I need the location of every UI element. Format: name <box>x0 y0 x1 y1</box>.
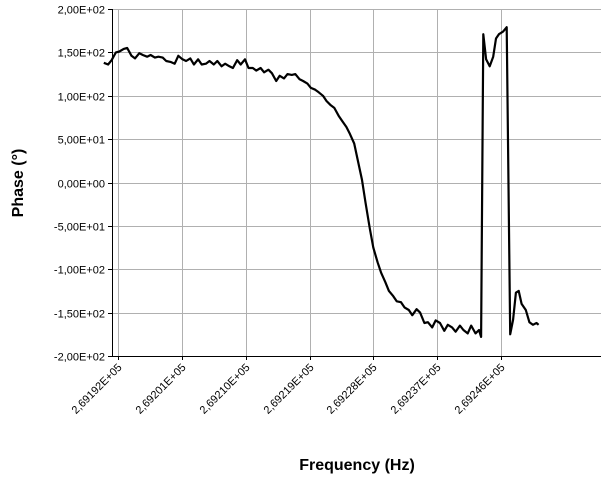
y-tick-labels: 2,00E+02 1,50E+02 1,00E+02 5,00E+01 0,00E+00… <box>54 5 105 364</box>
y-tick-label: 5,00E+01 <box>58 135 105 147</box>
axes <box>108 9 601 360</box>
x-tick-label: 2,69219E+05 <box>262 362 317 417</box>
y-tick-label: -1,00E+02 <box>54 265 105 277</box>
phase-series-line <box>103 26 540 338</box>
x-tick-label: 2,69201E+05 <box>134 362 189 417</box>
y-tick-label: -5,00E+01 <box>54 222 105 234</box>
y-tick-label: 0,00E+00 <box>58 179 105 191</box>
gridlines <box>112 9 601 357</box>
y-tick-label: -2,00E+02 <box>54 352 105 364</box>
x-tick-label: 2,69192E+05 <box>70 362 125 417</box>
y-axis-title: Phase (°) <box>10 149 27 218</box>
y-tick-label: -1,50E+02 <box>54 309 105 321</box>
x-tick-label: 2,69246E+05 <box>453 362 508 417</box>
x-tick-label: 2,69228E+05 <box>325 362 380 417</box>
y-tick-label: 1,00E+02 <box>58 92 105 104</box>
y-tick-label: 1,50E+02 <box>58 48 105 60</box>
x-axis-title: Frequency (Hz) <box>299 457 415 474</box>
series-lines <box>103 26 540 338</box>
x-tick-label: 2,69237E+05 <box>389 362 444 417</box>
x-tick-label: 2,69210E+05 <box>198 362 253 417</box>
y-tick-label: 2,00E+02 <box>58 5 105 17</box>
x-tick-labels: 2,69192E+05 2,69201E+05 2,69210E+05 2,69219… <box>70 362 508 417</box>
